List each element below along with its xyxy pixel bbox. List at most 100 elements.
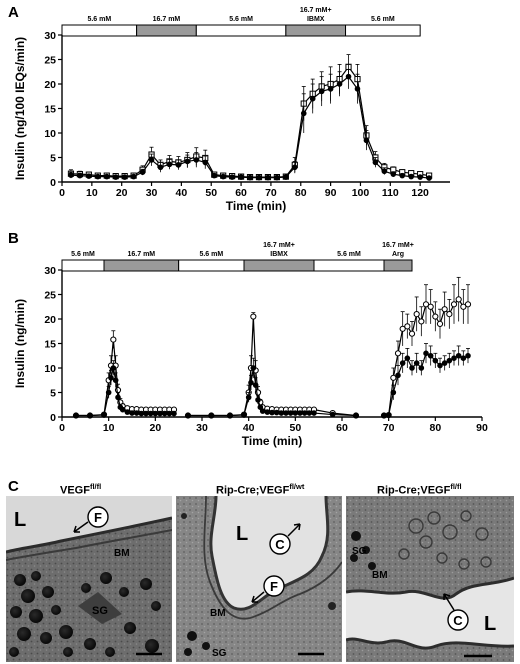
micrograph-3-label-sg: SG [352,546,367,557]
chart-b-data-point [166,410,173,417]
chart-a-x-tick-label: 80 [295,187,307,199]
micrograph-3-endothelium [346,576,514,600]
chart-b-data-point [418,365,425,371]
chart-b-data-point [381,412,387,419]
chart-b-data-point [418,318,425,325]
chart-a-x-tick-label: 10 [86,187,98,199]
chart-a-data-point [229,174,235,180]
chart-a-protocol-label: 16.7 mM+ [300,7,332,14]
chart-a-data-point [184,158,191,165]
chart-a-data-point [256,174,262,181]
chart-b-data-point [423,350,429,357]
micrograph-1-title-sup: fl/fl [89,482,102,491]
chart-a-data-point [300,110,307,117]
chart-a-data-point [336,81,343,87]
chart-b-series-line [188,316,357,417]
chart-b-protocol-label: 5.6 mM [199,251,223,258]
chart-b-data-point [297,410,303,416]
chart-a: 5.6 mM 16.7 mM 5.6 mM 16.7 mM+ IBMX 5.6 mM 0 10… [13,7,450,213]
micrograph-2-label-bm: BM [210,608,226,619]
chart-b-protocol-label: IBMX [270,251,288,258]
chart-b-data-point [157,410,163,417]
chart-b-data-point [185,412,191,419]
panel-label-a: A [8,4,19,21]
chart-b-data-point [133,410,140,416]
chart-b-protocol-label: 5.6 mM [71,251,95,258]
chart-b-y-tick-label: 10 [44,363,56,375]
chart-a-x-tick-label: 50 [205,187,217,199]
chart-b-x-tick-label: 90 [476,422,488,434]
chart-b-data-point [446,311,453,318]
chart-a-protocol-segment [285,24,347,37]
micrograph-1-lumen [6,496,172,552]
chart-a-protocol-label: 5.6 mM [371,16,395,23]
chart-a-data-point [121,174,128,180]
micrograph-1-label-sg: SG [92,605,108,617]
chart-b-y-tick-label: 25 [44,289,56,301]
chart-b-data-point [408,330,416,337]
chart-b-data-point [413,311,420,318]
chart-a-data-point [274,174,280,181]
chart-a-data-point [175,162,182,168]
chart-a-x-tick-label: 20 [116,187,128,199]
chart-b-y-tick-label: 15 [44,338,56,350]
micrograph-2-label-lumen: L [236,523,248,545]
chart-b-data-point [119,406,126,413]
chart-b-series-1 [73,343,471,419]
chart-a-data-point [426,175,432,181]
micrograph-1-organelle [78,592,122,624]
micrograph-3-label-c-circle [447,609,469,631]
chart-b-data-point [311,410,317,416]
chart-b-protocol-segment [313,259,385,272]
chart-a-data-point [103,173,110,180]
chart-a-y-tick-label: 25 [44,54,56,66]
chart-a-protocol-segment [195,24,287,37]
chart-b-y-tick-label: 30 [44,265,56,277]
chart-b-data-point [264,409,271,415]
micrograph-3-title: Rip-Cre;VEGFfl/fl [377,482,462,497]
chart-b-data-point [432,357,439,364]
chart-b-data-point [171,410,177,417]
chart-a-data-point [283,174,289,180]
chart-b-data-point [441,360,448,366]
chart-b-data-point [248,379,254,386]
chart-a-protocol-segment [345,24,421,37]
chart-b-data-point [432,313,439,320]
chart-b-data-point [329,411,336,418]
chart-a-data-point [345,73,352,80]
chart-a-data-point [291,164,298,171]
micrograph-3-label-lumen: L [484,613,496,635]
micrograph-2-endothelium [209,496,330,611]
micrograph-2-title-text: Rip-Cre;VEGF [216,484,290,497]
micrograph-1: L F BM SG [6,496,172,662]
chart-a-y-tick-label: 5 [50,152,56,164]
chart-b-data-point [404,355,411,361]
chart-a-y-tick-label: 10 [44,128,56,140]
chart-a-x-tick-label: 0 [59,187,65,199]
chart-b-data-point [208,412,215,419]
chart-a-data-point [220,173,226,180]
micrograph-3-title-sup: fl/fl [450,482,462,491]
chart-b-x-tick-label: 0 [59,422,65,434]
chart-b-x-tick-label: 20 [149,422,161,434]
chart-b-protocol-segment [103,259,180,272]
chart-b-data-point [278,410,285,416]
micrograph-1-endothelium [6,516,172,554]
chart-a-data-point [193,157,200,163]
chart-b-data-point [422,301,430,308]
micrograph-1-title: VEGFfl/fl [60,482,101,497]
chart-a-data-point [95,173,101,180]
chart-b-data-point [250,313,257,320]
chart-b-data-point [292,410,299,416]
micrograph-3-label-c: C [453,613,463,628]
chart-b-data-point [152,410,159,417]
chart-a-data-point [381,168,388,175]
chart-b-data-point [108,375,114,381]
chart-b-data-point [399,360,406,366]
chart-b-data-point [404,323,411,330]
chart-b-data-point [451,355,457,361]
chart-b: 5.6 mM 16.7 mM 5.6 mM 16.7 mM+ IBMX 5.6 mM 16.… [13,242,488,448]
micrograph-2: L C F BM SG [176,496,342,662]
chart-b-data-point [437,362,443,369]
micrograph-3-label-bm: BM [372,570,388,581]
